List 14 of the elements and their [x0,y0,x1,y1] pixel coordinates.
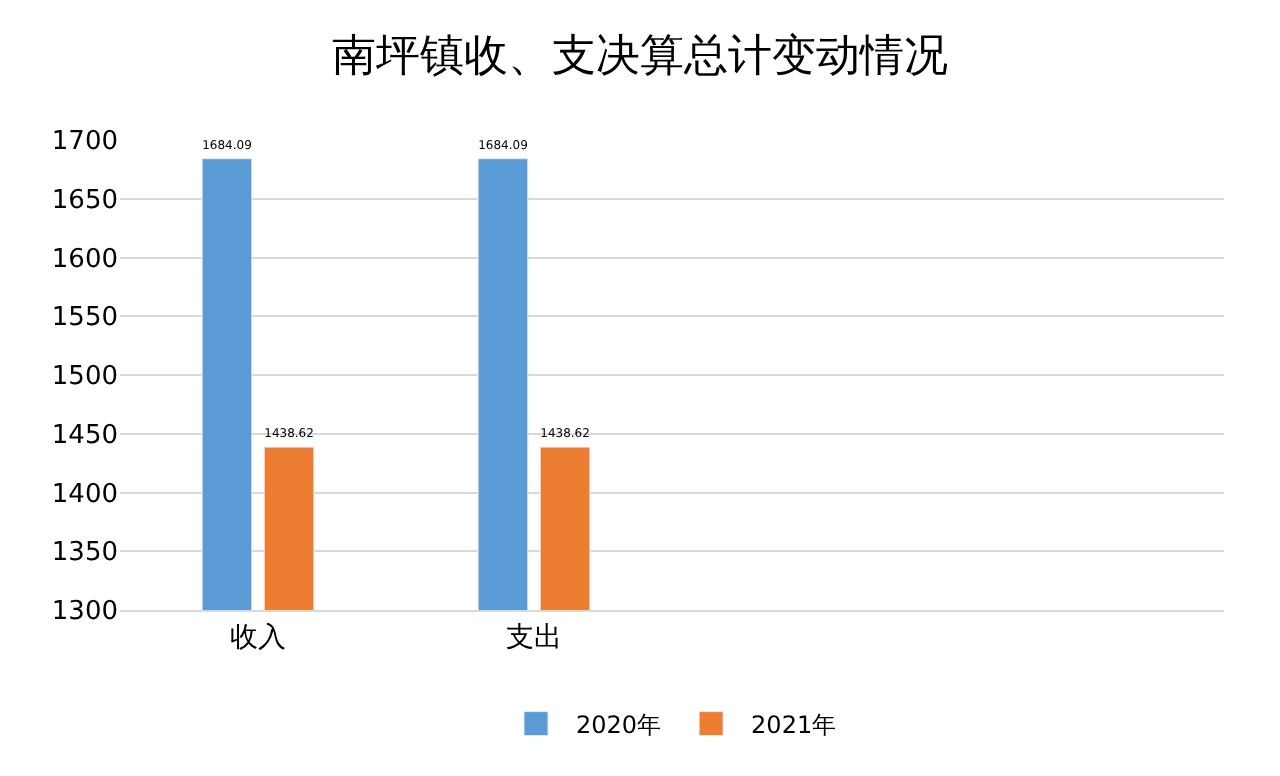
y-tick-label: 1400 [51,479,118,510]
legend-label: 2021年 [751,710,837,739]
chart-title: 南坪镇收、支决算总计变动情况 [332,31,948,82]
y-tick-label: 1450 [51,420,118,451]
y-tick-label: 1350 [51,538,118,569]
x-tick-label: 收入 [230,621,286,654]
x-tick-label: 支出 [506,621,562,654]
y-tick-label: 1700 [51,127,118,158]
y-tick-label: 1600 [51,244,118,275]
y-tick-label: 1500 [51,362,118,393]
y-tick-label: 1650 [51,185,118,216]
y-tick-label: 1300 [51,597,118,628]
y-tick-label: 1550 [51,303,118,334]
legend-label: 2020年 [576,710,662,739]
